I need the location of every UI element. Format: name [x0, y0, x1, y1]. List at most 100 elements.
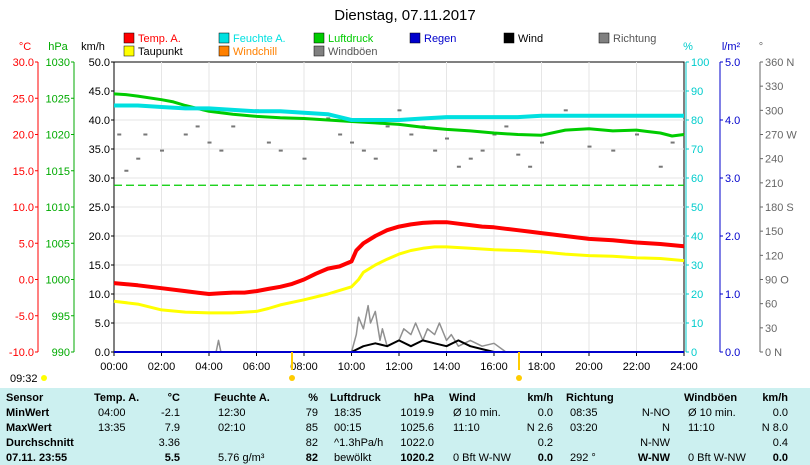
table-cell-value: 79: [305, 407, 318, 419]
rain-axis-tick-label: 3.0: [725, 173, 740, 185]
wind-axis-tick-label: 35.0: [89, 144, 110, 156]
x-tick-label: 02:00: [148, 361, 176, 373]
table-cell-time: 11:10: [453, 422, 480, 434]
humidity-axis-tick-label: 60: [691, 173, 703, 185]
direction-point: [183, 133, 188, 136]
table-header: Temp. A.: [94, 392, 140, 404]
direction-point: [468, 157, 473, 160]
x-tick-label: 04:00: [195, 361, 223, 373]
table-header: Luftdruck: [330, 392, 381, 404]
table-cell-time: 0 Bft W-NW: [453, 452, 511, 464]
humidity-axis-tick-label: 50: [691, 202, 703, 214]
pressure-axis-tick-label: 1010: [46, 202, 70, 214]
pressure-axis-tick-label: 995: [52, 311, 70, 323]
table-header: Windböen: [684, 392, 738, 404]
table-header-unit: km/h: [527, 392, 553, 404]
direction-axis-unit: °: [759, 41, 763, 53]
direction-axis-tick-label: 300: [765, 105, 783, 117]
table-cell-value: 0.2: [537, 437, 553, 449]
direction-point: [266, 141, 271, 144]
table-header: Wind: [449, 392, 476, 404]
legend-entry: Luftdruck: [328, 33, 374, 45]
direction-axis-tick-label: 60: [765, 299, 777, 311]
marker-dot: [41, 375, 47, 381]
x-tick-label: 16:00: [480, 361, 508, 373]
direction-point: [563, 109, 568, 112]
direction-point: [278, 149, 283, 152]
table-cell-value: N 8.0: [761, 422, 788, 434]
direction-point: [195, 125, 200, 128]
table-cell-value: 1019.9: [400, 407, 434, 419]
table-cell-value: 85: [305, 422, 318, 434]
table-row-label: MaxWert: [6, 422, 52, 434]
table-header: Richtung: [566, 392, 614, 404]
direction-point: [528, 165, 533, 168]
pressure-axis-tick-label: 1015: [46, 166, 70, 178]
direction-point: [397, 109, 402, 112]
table-cell-time: 13:35: [98, 422, 126, 434]
table-cell-value: N-NW: [640, 437, 670, 449]
direction-point: [433, 149, 438, 152]
wind-axis-tick-label: 40.0: [89, 115, 110, 127]
direction-point: [635, 133, 639, 136]
table-cell-value: N: [662, 422, 670, 434]
legend-entry: Wind: [518, 33, 543, 45]
wind-axis-unit: km/h: [81, 41, 105, 53]
direction-point: [504, 125, 509, 128]
legend-entry: Windchill: [233, 46, 277, 58]
temp-axis-tick-label: 5.0: [19, 238, 34, 250]
legend-swatch: [218, 45, 230, 57]
rain-axis-tick-label: 1.0: [725, 289, 740, 301]
x-tick-label: 00:00: [100, 361, 128, 373]
direction-point: [143, 133, 148, 136]
temp-axis-unit: °C: [19, 41, 31, 53]
pressure-axis-tick-label: 1005: [46, 238, 70, 250]
direction-point: [338, 133, 343, 136]
direction-point: [160, 149, 164, 152]
table-cell-time: 18:35: [334, 407, 362, 419]
sunset-marker: [516, 375, 522, 381]
direction-point: [361, 149, 366, 152]
table-cell-time: bewölkt: [334, 452, 372, 464]
direction-axis-tick-label: 0 N: [765, 347, 782, 359]
direction-point: [658, 165, 663, 168]
table-cell-value: -2.1: [161, 407, 180, 419]
direction-point: [373, 157, 378, 160]
direction-point: [409, 133, 414, 136]
x-tick-label: 06:00: [243, 361, 271, 373]
table-row-label: Durchschnitt: [6, 437, 74, 449]
direction-axis-tick-label: 240: [765, 154, 783, 166]
direction-axis-tick-label: 210: [765, 178, 783, 190]
table-cell-value: 3.36: [158, 437, 180, 449]
series-wind: [351, 339, 684, 353]
humidity-axis-tick-label: 20: [691, 289, 703, 301]
legend-swatch: [313, 32, 325, 44]
direction-axis-tick-label: 360 N: [765, 57, 794, 69]
temp-axis-tick-label: 30.0: [13, 57, 34, 69]
sunrise-marker: [289, 375, 295, 381]
table-cell-time: 02:10: [218, 422, 246, 434]
x-tick-label: 12:00: [385, 361, 413, 373]
legend-entry: Feuchte A.: [233, 33, 286, 45]
table-header-unit: hPa: [413, 392, 434, 404]
temp-axis-tick-label: 20.0: [13, 130, 34, 142]
table-cell-time: 5.76 g/m³: [218, 452, 265, 464]
legend-swatch: [503, 32, 515, 44]
wind-axis-tick-label: 15.0: [89, 260, 110, 272]
direction-axis-tick-label: 120: [765, 250, 783, 262]
temp-axis-tick-label: 10.0: [13, 202, 34, 214]
table-cell-time: 11:10: [688, 422, 715, 434]
table-cell-time: 0 Bft W-NW: [688, 452, 746, 464]
rain-axis-tick-label: 2.0: [725, 231, 740, 243]
table-header-unit: °C: [167, 392, 180, 404]
series-feuchte-a-: [114, 103, 684, 122]
series-taupunkt: [113, 245, 685, 315]
legend-swatch: [123, 45, 135, 57]
table-cell-time: Ø 10 min.: [688, 407, 736, 419]
wind-axis-tick-label: 25.0: [89, 202, 110, 214]
humidity-axis-unit: %: [683, 41, 693, 53]
table-cell-value: 0.0: [537, 407, 553, 419]
weather-chart: Dienstag, 07.11.2017 Temp. A. Feuchte A. Lu…: [9, 7, 797, 385]
direction-point: [480, 149, 485, 152]
rain-axis-unit: l/m²: [722, 41, 741, 53]
